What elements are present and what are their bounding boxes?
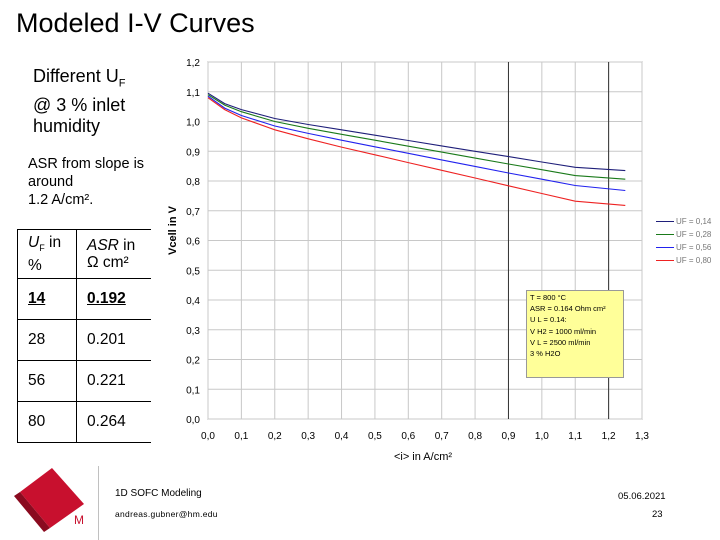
x-tick-label: 0,4 <box>335 431 349 442</box>
legend-item: UF = 0,56 <box>656 241 711 254</box>
logo-shape <box>20 468 84 528</box>
header-asr-symbol: ASR <box>87 237 119 254</box>
x-tick-label: 0,5 <box>368 431 382 442</box>
y-tick-label: 1,2 <box>186 58 200 69</box>
asr-note-line1: ASR from slope is <box>28 156 145 172</box>
y-tick-label: 1,0 <box>186 118 200 129</box>
page-title: Modeled I-V Curves <box>16 8 255 38</box>
page-number: 23 <box>652 509 663 520</box>
asr-note: ASR from slope is around 1.2 A/cm². <box>28 155 168 209</box>
legend-swatch <box>656 247 674 249</box>
header-uf-sub: F <box>39 243 45 254</box>
legend-swatch <box>656 221 674 223</box>
x-tick-label: 0,1 <box>234 431 248 442</box>
x-tick-label: 0,8 <box>468 431 482 442</box>
y-tick-label: 0,8 <box>186 177 200 188</box>
asr-note-line3: 1.2 A/cm². <box>28 192 94 208</box>
legend-swatch <box>656 260 674 262</box>
asr-table-header: UF in % ASR in Ω cm² <box>17 229 151 279</box>
subtitle-sub: F <box>118 77 126 90</box>
cell-uf: 56 <box>17 360 77 402</box>
header-asr-unit: Ω cm² <box>87 254 129 271</box>
cell-uf: 28 <box>17 319 77 361</box>
cell-uf: 14 <box>17 278 77 320</box>
legend-label: UF = 0,56 <box>676 243 712 252</box>
legend-label: UF = 0,80 <box>676 256 712 265</box>
hm-logo-icon: M <box>14 468 84 532</box>
y-tick-label: 0,4 <box>186 296 200 307</box>
series-line <box>207 97 626 206</box>
annotation-line: T = 800 °C <box>530 293 567 302</box>
subtitle-line2: @ 3 % inlet <box>33 94 126 115</box>
legend-label: UF = 0,14 <box>676 217 712 226</box>
asr-note-line2: around <box>28 174 74 190</box>
annotation-line: ASR = 0.164 Ohm cm² <box>530 304 606 314</box>
subtitle: Different UF @ 3 % inlet humidity <box>33 66 183 137</box>
cell-asr: 0.264 <box>76 401 151 443</box>
table-row: 28 0.201 <box>17 319 151 361</box>
y-tick-label: 0,9 <box>186 147 200 158</box>
legend-item: UF = 0,14 <box>656 215 711 228</box>
table-row: 56 0.221 <box>17 360 151 402</box>
legend-swatch <box>656 234 674 236</box>
table-row: 80 0.264 <box>17 401 151 443</box>
header-asr-rest: in <box>118 237 136 254</box>
series-line <box>207 95 626 192</box>
header-asr: ASR in Ω cm² <box>76 229 151 279</box>
legend-label: UF = 0,28 <box>676 230 712 239</box>
footer-email: andreas.gubner@hm.edu <box>115 509 218 519</box>
x-tick-label: 1,1 <box>568 431 582 442</box>
annotation-line: 3 % H2O <box>530 349 561 359</box>
x-tick-label: 0,7 <box>435 431 449 442</box>
series-line <box>207 94 626 180</box>
y-tick-label: 0,0 <box>186 415 200 426</box>
x-tick-label: 0,9 <box>502 431 516 442</box>
subtitle-line1: Different U <box>33 66 119 86</box>
footer-title: 1D SOFC Modeling <box>115 488 202 499</box>
footer-divider <box>98 466 99 540</box>
x-tick-label: 0,0 <box>201 431 215 442</box>
y-tick-label: 0,7 <box>186 207 200 218</box>
annotation-line: U L = 0.14: <box>530 315 567 325</box>
y-axis-label: Vcell in V <box>167 205 179 255</box>
y-tick-label: 0,2 <box>186 356 200 367</box>
x-tick-label: 1,0 <box>535 431 549 442</box>
y-tick-label: 0,5 <box>186 266 200 277</box>
subtitle-line3: humidity <box>33 115 101 136</box>
header-uf-symbol: U <box>28 233 40 251</box>
logo-shade <box>14 492 50 532</box>
x-tick-label: 0,6 <box>401 431 415 442</box>
series-line <box>207 92 626 172</box>
legend-item: UF = 0,80 <box>656 254 711 267</box>
legend-item: UF = 0,28 <box>656 228 711 241</box>
logo-text: M <box>74 513 84 527</box>
cell-asr: 0.192 <box>76 278 151 320</box>
chart-annotation-box: T = 800 °C ASR = 0.164 Ohm cm² U L = 0.1… <box>526 290 624 378</box>
cell-uf: 80 <box>17 401 77 443</box>
y-tick-label: 1,1 <box>186 88 200 99</box>
header-uf: UF in % <box>17 229 77 279</box>
y-tick-label: 0,3 <box>186 326 200 337</box>
x-axis-label: <i> in A/cm² <box>394 451 452 463</box>
cell-asr: 0.201 <box>76 319 151 361</box>
x-tick-label: 0,3 <box>301 431 315 442</box>
header-uf-unit: % <box>28 257 42 275</box>
x-tick-label: 1,2 <box>602 431 616 442</box>
asr-table: UF in % ASR in Ω cm² 14 0.192 28 0.201 5… <box>17 229 151 443</box>
x-tick-label: 1,3 <box>635 431 649 442</box>
header-uf-rest: in <box>44 233 62 251</box>
y-tick-label: 0,6 <box>186 237 200 248</box>
y-tick-label: 0,1 <box>186 385 200 396</box>
x-tick-label: 0,2 <box>268 431 282 442</box>
chart-legend: UF = 0,14 UF = 0,28 UF = 0,56 UF = 0,80 <box>656 215 711 267</box>
footer-date: 05.06.2021 <box>618 491 666 502</box>
annotation-line: V H2 = 1000 ml/min <box>530 326 597 336</box>
table-row: 14 0.192 <box>17 278 151 320</box>
annotation-line: V L = 2500 ml/min <box>530 337 591 347</box>
